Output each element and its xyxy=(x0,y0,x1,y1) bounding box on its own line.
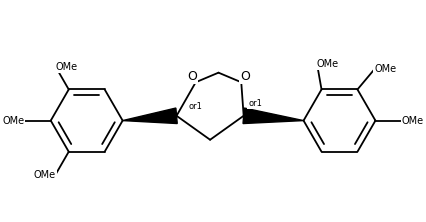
Text: OMe: OMe xyxy=(33,170,55,180)
Polygon shape xyxy=(243,108,304,124)
Polygon shape xyxy=(123,108,177,124)
Text: OMe: OMe xyxy=(374,64,397,74)
Text: OMe: OMe xyxy=(317,59,339,69)
Text: OMe: OMe xyxy=(55,62,78,72)
Text: OMe: OMe xyxy=(2,116,24,126)
Text: O: O xyxy=(240,70,250,83)
Text: or1: or1 xyxy=(189,102,202,111)
Text: OMe: OMe xyxy=(402,116,424,126)
Text: or1: or1 xyxy=(248,99,262,108)
Text: O: O xyxy=(187,70,197,83)
